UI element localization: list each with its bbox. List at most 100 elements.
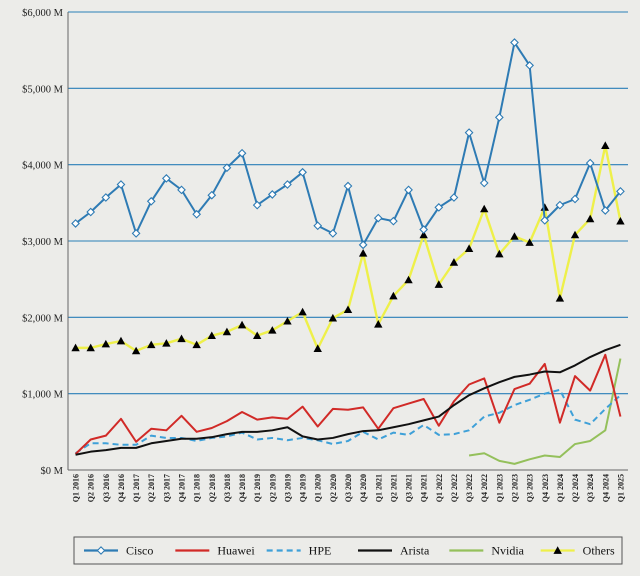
data-point (313, 221, 323, 231)
x-tick-label: Q2 2023 (510, 474, 519, 502)
data-point (313, 344, 322, 352)
data-point (510, 38, 519, 47)
data-point (570, 194, 580, 204)
x-tick-label: Q2 2020 (329, 474, 338, 502)
data-point (525, 61, 534, 70)
data-point (373, 213, 383, 223)
data-point (71, 343, 80, 352)
data-point (207, 190, 217, 200)
data-point (116, 336, 126, 345)
data-point (237, 320, 247, 329)
data-point (283, 316, 292, 325)
legend-item-huawei: Huawei (175, 544, 255, 558)
series-line (74, 353, 622, 455)
x-tick-label: Q2 2017 (147, 474, 156, 502)
data-point (480, 204, 489, 213)
legend-label: Others (583, 544, 615, 558)
x-tick-label: Q1 2019 (253, 474, 262, 502)
data-point (449, 258, 459, 266)
series-hpe (75, 388, 622, 455)
data-point (116, 180, 126, 189)
x-tick-label: Q1 2020 (314, 474, 323, 502)
data-point (222, 163, 232, 173)
data-point (464, 244, 474, 252)
legend: Cisco Huawei HPE Arista Nvidia Others (73, 536, 623, 565)
data-point (540, 216, 550, 225)
y-tick-label: $5,000 M (22, 84, 64, 95)
data-point (207, 331, 216, 340)
series-line (75, 388, 622, 455)
x-tick-label: Q2 2022 (450, 474, 459, 502)
data-point (131, 346, 141, 355)
x-tick-label: Q3 2022 (465, 474, 474, 502)
series-cisco (71, 38, 625, 250)
data-point (600, 206, 610, 215)
x-tick-label: Q4 2016 (117, 474, 126, 502)
data-point (86, 343, 95, 352)
data-point (389, 216, 398, 226)
data-point (464, 128, 474, 137)
x-tick-label: Q4 2019 (299, 474, 308, 502)
y-tick-label: $2,000 M (22, 313, 64, 324)
y-tick-label: $1,000 M (22, 390, 64, 401)
data-point (374, 320, 383, 328)
x-tick-label: Q4 2024 (601, 474, 610, 502)
data-point (434, 280, 444, 288)
data-point (419, 230, 428, 239)
legend-box (73, 536, 623, 565)
x-tick-label: Q1 2021 (374, 474, 383, 502)
data-point (616, 187, 625, 196)
data-point (283, 180, 292, 189)
x-tick-label: Q3 2019 (283, 474, 292, 502)
data-point (449, 193, 459, 202)
series-group (71, 38, 625, 465)
data-point (404, 275, 413, 284)
x-tick-label: Q4 2017 (178, 474, 187, 502)
legend-label: Cisco (126, 544, 153, 558)
data-point (131, 228, 141, 238)
data-point (177, 334, 186, 343)
data-point (192, 340, 201, 349)
x-tick-label: Q3 2023 (526, 474, 535, 502)
data-point (101, 339, 111, 348)
data-point (389, 291, 398, 300)
legend-label: Nvidia (491, 544, 524, 558)
x-tick-label: Q2 2016 (87, 474, 96, 502)
y-tick-label: $6,000 M (22, 8, 64, 19)
x-axis: Q1 2016 Q2 2016 Q3 2016 Q4 2016 Q1 2017 Q2 20… (68, 469, 628, 502)
x-tick-label: Q3 2018 (223, 474, 232, 502)
x-tick-label: Q2 2021 (389, 474, 398, 502)
x-tick-label: Q4 2023 (541, 474, 550, 502)
data-point (192, 209, 202, 219)
data-point (434, 203, 444, 212)
gridlines (68, 11, 628, 395)
series-line (75, 343, 621, 456)
x-tick-label: Q4 2018 (238, 474, 247, 502)
x-tick-label: Q2 2018 (208, 474, 217, 502)
legend-item-nvidia: Nvidia (449, 544, 525, 558)
data-point (177, 185, 186, 195)
legend-item-others: Others (540, 544, 615, 558)
y-axis: $0 M $1,000 M $2,000 M $3,000 M $4,000 M $5,0… (22, 8, 69, 477)
x-tick-label: Q2 2019 (268, 474, 277, 502)
data-point (252, 200, 262, 210)
data-point (404, 185, 413, 195)
data-point (96, 546, 106, 555)
data-point (601, 141, 610, 149)
data-point (479, 178, 489, 188)
x-tick-label: Q3 2021 (405, 474, 414, 502)
data-point (358, 240, 368, 250)
data-point (585, 214, 595, 223)
x-tick-label: Q1 2025 (616, 474, 625, 502)
data-point (71, 219, 80, 228)
data-point (555, 294, 565, 302)
series-arista (75, 343, 621, 456)
data-point (147, 340, 156, 349)
y-tick-label: $4,000 M (22, 161, 64, 172)
x-tick-label: Q1 2022 (435, 474, 444, 502)
data-point (570, 230, 580, 239)
data-point (237, 148, 247, 158)
data-point (146, 196, 156, 206)
data-point (222, 327, 232, 336)
series-line (468, 358, 622, 465)
